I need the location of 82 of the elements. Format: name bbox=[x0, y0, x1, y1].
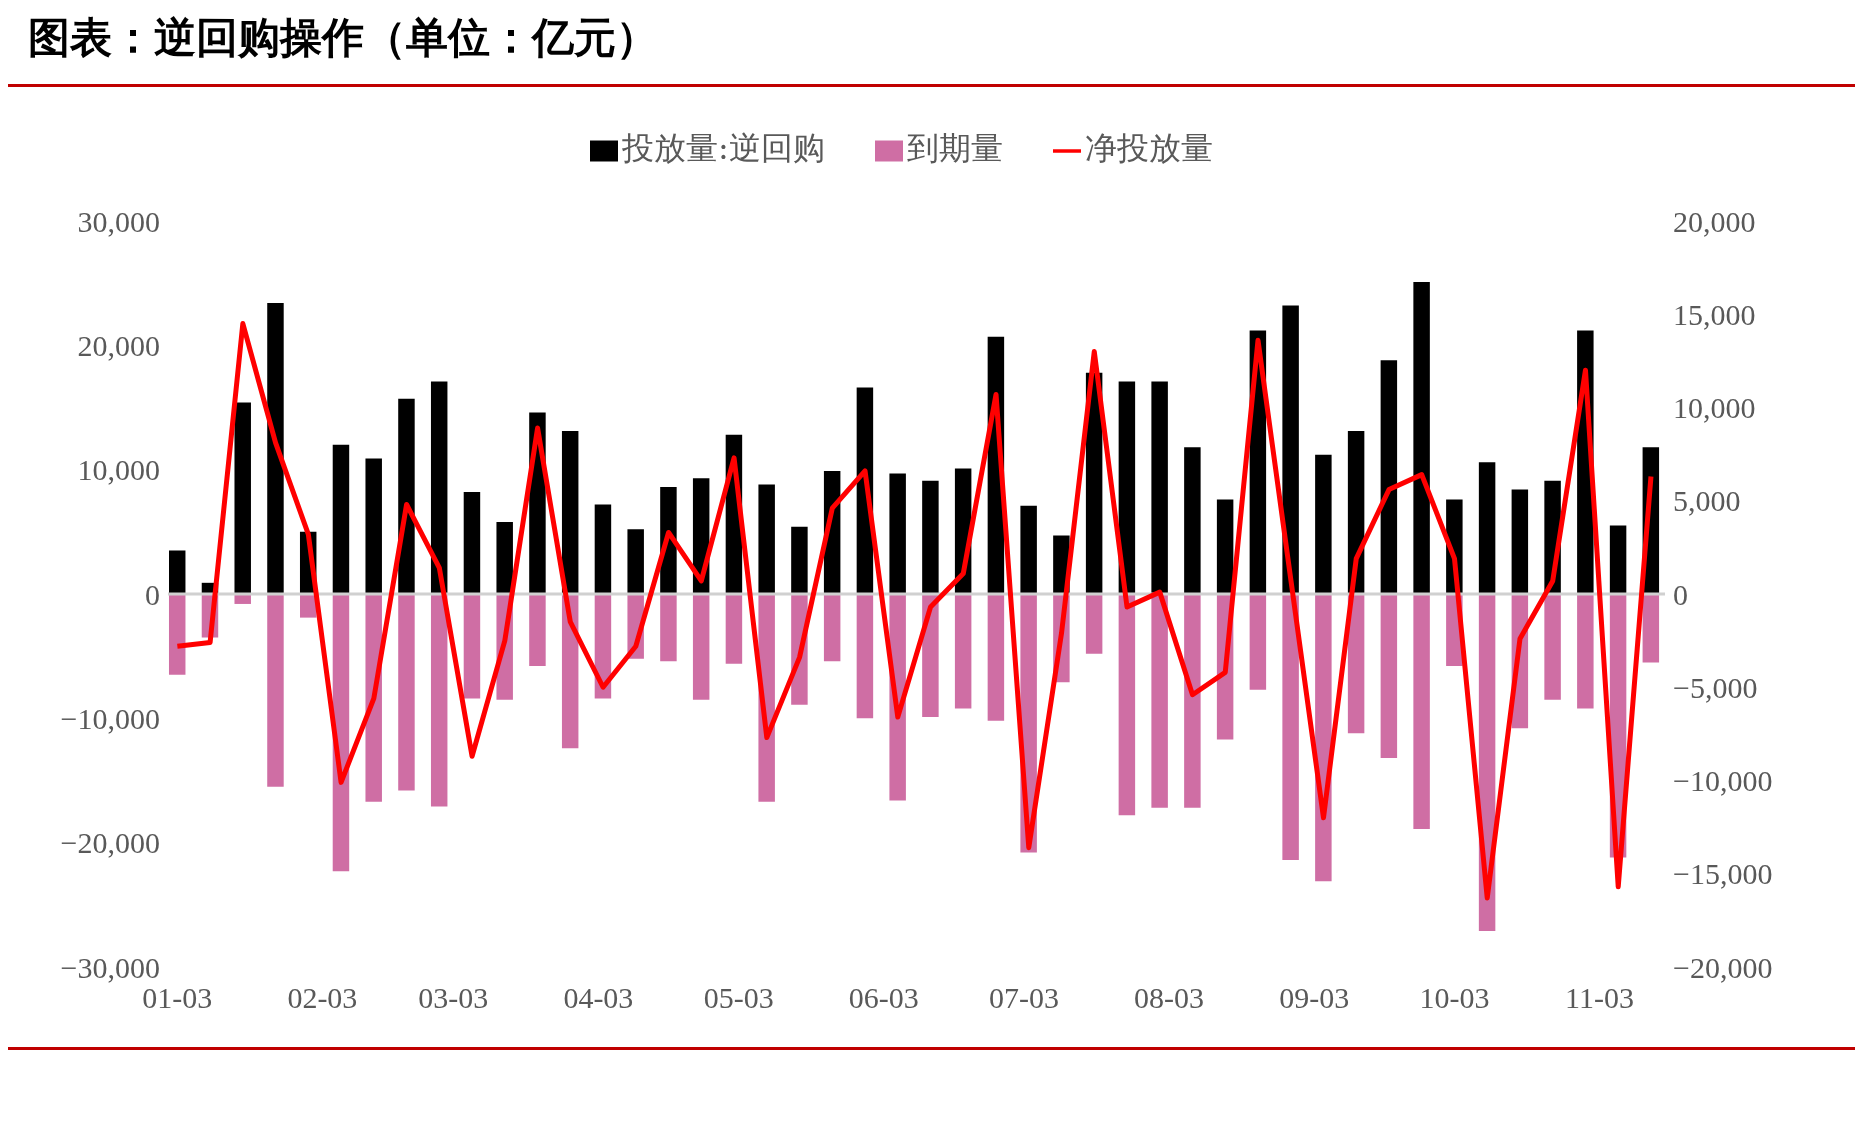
bar bbox=[332, 444, 350, 594]
legend-label: 投放量:逆回购 bbox=[622, 129, 825, 167]
y2-tick-label: −10,000 bbox=[1673, 764, 1773, 798]
bar bbox=[692, 594, 710, 700]
bar bbox=[758, 484, 775, 594]
chart-title: 图表：逆回购操作（单位：亿元） bbox=[27, 12, 659, 64]
bar bbox=[725, 594, 743, 664]
bar bbox=[561, 431, 579, 594]
bar bbox=[660, 594, 677, 662]
bar bbox=[529, 594, 546, 667]
bar bbox=[1380, 360, 1398, 594]
bar bbox=[1020, 505, 1037, 594]
bar bbox=[267, 594, 284, 787]
y2-tick-label: 0 bbox=[1673, 577, 1688, 611]
x-tick-label: 09-03 bbox=[1279, 981, 1350, 1015]
y2-tick-label: −15,000 bbox=[1673, 857, 1773, 891]
bar bbox=[889, 473, 906, 594]
bar bbox=[463, 594, 481, 699]
bar bbox=[1216, 499, 1234, 594]
legend-label: 到期量 bbox=[906, 129, 1003, 167]
y-tick-label: −10,000 bbox=[60, 701, 160, 735]
bar bbox=[1151, 594, 1168, 808]
bar bbox=[234, 402, 251, 594]
bar bbox=[1642, 594, 1660, 663]
bar bbox=[430, 381, 448, 594]
y-tick-label: −20,000 bbox=[60, 826, 160, 860]
bar bbox=[496, 521, 513, 594]
bar bbox=[168, 550, 186, 594]
bar bbox=[1184, 594, 1201, 808]
y-tick-label: −30,000 bbox=[60, 950, 160, 984]
bar bbox=[627, 529, 644, 594]
bar bbox=[1085, 594, 1103, 654]
x-tick-label: 08-03 bbox=[1134, 981, 1205, 1015]
bar bbox=[1184, 447, 1201, 594]
y-tick-label: 20,000 bbox=[77, 328, 160, 362]
bar bbox=[1609, 525, 1627, 594]
bar bbox=[954, 594, 972, 709]
bar bbox=[1577, 594, 1594, 709]
bar bbox=[856, 594, 874, 719]
bar bbox=[398, 594, 415, 791]
y-tick-label: 0 bbox=[145, 577, 160, 611]
x-tick-label: 11-03 bbox=[1565, 981, 1634, 1015]
x-tick-label: 03-03 bbox=[418, 981, 489, 1015]
bar bbox=[987, 594, 1005, 721]
bar bbox=[1315, 454, 1332, 594]
bar bbox=[1544, 594, 1561, 700]
x-tick-label: 05-03 bbox=[703, 981, 774, 1015]
y2-tick-label: 10,000 bbox=[1673, 391, 1756, 425]
x-tick-label: 01-03 bbox=[142, 981, 213, 1015]
y2-tick-label: 20,000 bbox=[1673, 204, 1756, 238]
bar bbox=[1511, 489, 1529, 594]
bar bbox=[1413, 281, 1430, 594]
bar bbox=[1249, 594, 1267, 690]
bar bbox=[791, 526, 808, 594]
bar bbox=[430, 594, 448, 807]
bar bbox=[922, 480, 939, 594]
x-tick-label: 10-03 bbox=[1419, 981, 1490, 1015]
bar bbox=[267, 303, 284, 594]
bar bbox=[1478, 462, 1496, 594]
bar bbox=[365, 458, 382, 594]
bar bbox=[1282, 594, 1299, 861]
legend-label: 净投放量 bbox=[1084, 129, 1213, 167]
y2-tick-label: 5,000 bbox=[1673, 484, 1741, 518]
x-tick-label: 02-03 bbox=[287, 981, 358, 1015]
bar bbox=[1380, 594, 1398, 759]
x-tick-label: 04-03 bbox=[563, 981, 634, 1015]
x-tick-label: 06-03 bbox=[848, 981, 919, 1015]
bar bbox=[463, 492, 481, 594]
bar bbox=[1282, 305, 1299, 594]
x-tick-label: 07-03 bbox=[989, 981, 1060, 1015]
bar bbox=[1151, 381, 1168, 594]
bar bbox=[823, 594, 841, 662]
y2-tick-label: 15,000 bbox=[1673, 297, 1756, 331]
bar bbox=[1118, 381, 1136, 594]
y2-tick-label: −20,000 bbox=[1673, 950, 1773, 984]
bar bbox=[594, 504, 612, 594]
y-tick-label: 30,000 bbox=[77, 204, 160, 238]
y2-tick-label: −5,000 bbox=[1673, 670, 1758, 704]
bar bbox=[1413, 594, 1430, 829]
bar bbox=[1118, 594, 1136, 816]
y-tick-label: 10,000 bbox=[77, 453, 160, 487]
bar bbox=[168, 594, 186, 675]
